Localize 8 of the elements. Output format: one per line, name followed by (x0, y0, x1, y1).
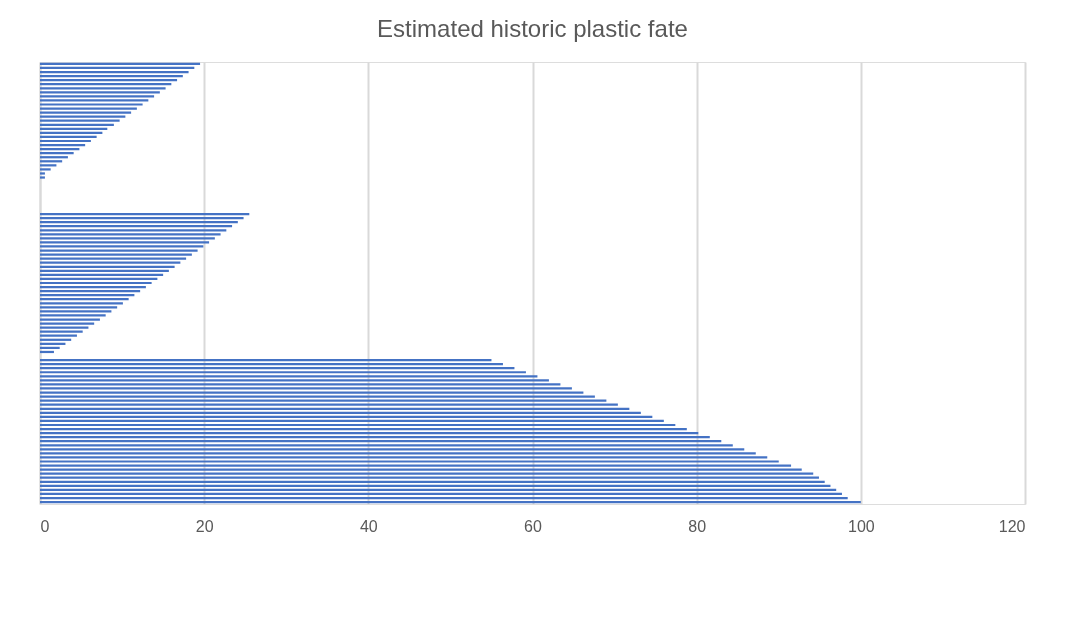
chart-title: Estimated historic plastic fate (377, 15, 688, 42)
x-tick-label: 40 (359, 517, 378, 535)
x-tick-label: 100 (847, 517, 875, 535)
x-tick-label: 0 (40, 517, 50, 535)
x-tick-label: 80 (688, 517, 707, 535)
x-tick-label: 60 (524, 517, 542, 535)
x-tick-label: 20 (195, 517, 214, 535)
x-tick-label: 120 (998, 517, 1026, 535)
